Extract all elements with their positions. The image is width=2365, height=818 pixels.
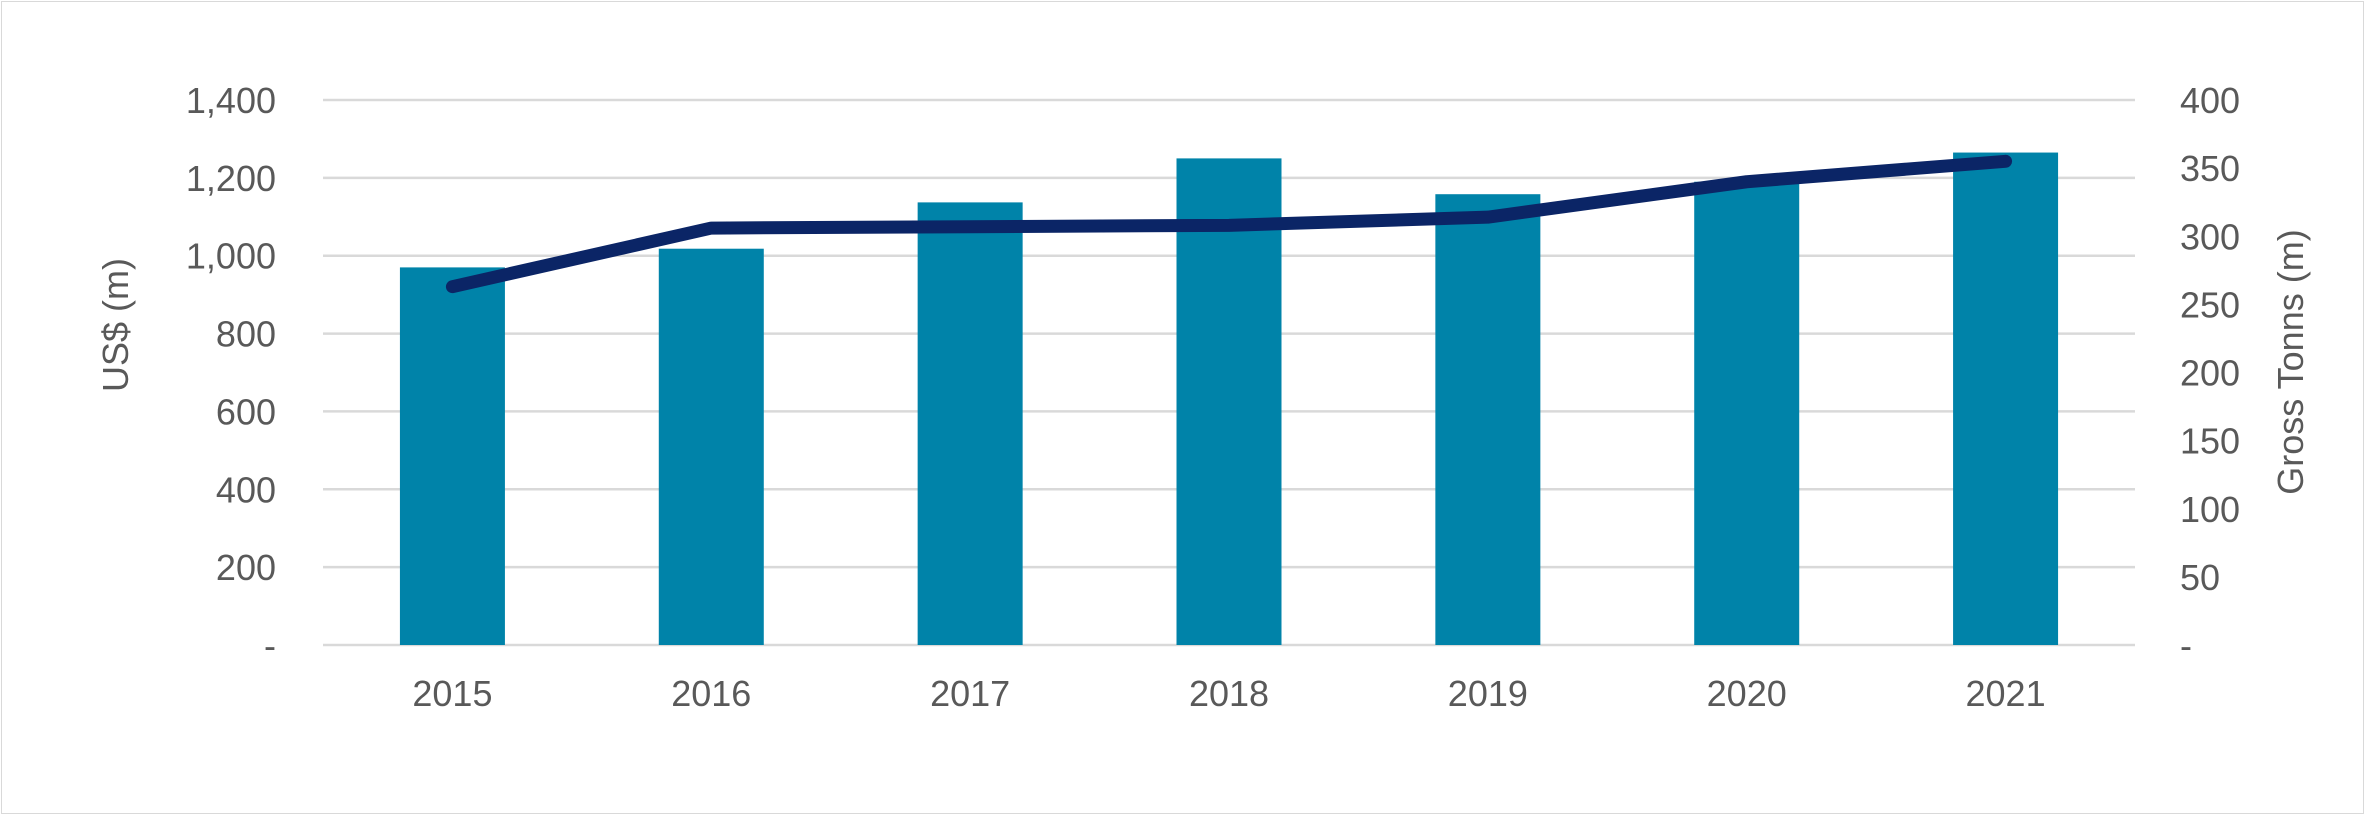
bar-series <box>399 152 2059 645</box>
x-tick-label: 2015 <box>412 673 492 714</box>
bar-2015 <box>399 267 505 645</box>
left-axis-ticks: - 200 400 600 800 1,000 1,200 1,400 <box>186 80 276 666</box>
left-tick-label: 600 <box>216 391 276 432</box>
right-axis-title: Gross Tonns (m) <box>2270 229 2311 494</box>
left-tick-label: - <box>264 625 276 666</box>
line-path <box>445 154 2013 294</box>
right-tick-label: 400 <box>2180 80 2240 121</box>
bar-2021 <box>1953 152 2059 645</box>
right-tick-label: 250 <box>2180 284 2240 325</box>
x-tick-label: 2016 <box>671 673 751 714</box>
x-tick-label: 2020 <box>1707 673 1787 714</box>
line-series <box>445 154 2013 294</box>
right-tick-label: 50 <box>2180 557 2220 598</box>
left-tick-label: 1,000 <box>186 236 276 277</box>
right-tick-label: - <box>2180 625 2192 666</box>
right-tick-label: 300 <box>2180 216 2240 257</box>
x-tick-label: 2018 <box>1189 673 1269 714</box>
bar-2018 <box>1176 158 1282 645</box>
left-tick-label: 400 <box>216 469 276 510</box>
right-tick-label: 100 <box>2180 489 2240 530</box>
bar-2017 <box>917 202 1023 645</box>
left-axis-title: US$ (m) <box>95 258 136 392</box>
left-tick-label: 200 <box>216 547 276 588</box>
x-axis-ticks: 2015 2016 2017 2018 2019 2020 2021 <box>412 673 2045 714</box>
right-axis-ticks: - 50 100 150 200 250 300 350 400 <box>2180 80 2240 666</box>
x-tick-label: 2017 <box>930 673 1010 714</box>
x-tick-label: 2019 <box>1448 673 1528 714</box>
right-tick-label: 200 <box>2180 353 2240 394</box>
right-tick-label: 350 <box>2180 148 2240 189</box>
right-tick-label: 150 <box>2180 421 2240 462</box>
left-tick-label: 1,400 <box>186 80 276 121</box>
bar-2016 <box>658 248 764 645</box>
left-tick-label: 800 <box>216 314 276 355</box>
x-tick-label: 2021 <box>1966 673 2046 714</box>
left-tick-label: 1,200 <box>186 158 276 199</box>
bar-2020 <box>1694 181 1800 645</box>
bar-2019 <box>1435 194 1541 645</box>
